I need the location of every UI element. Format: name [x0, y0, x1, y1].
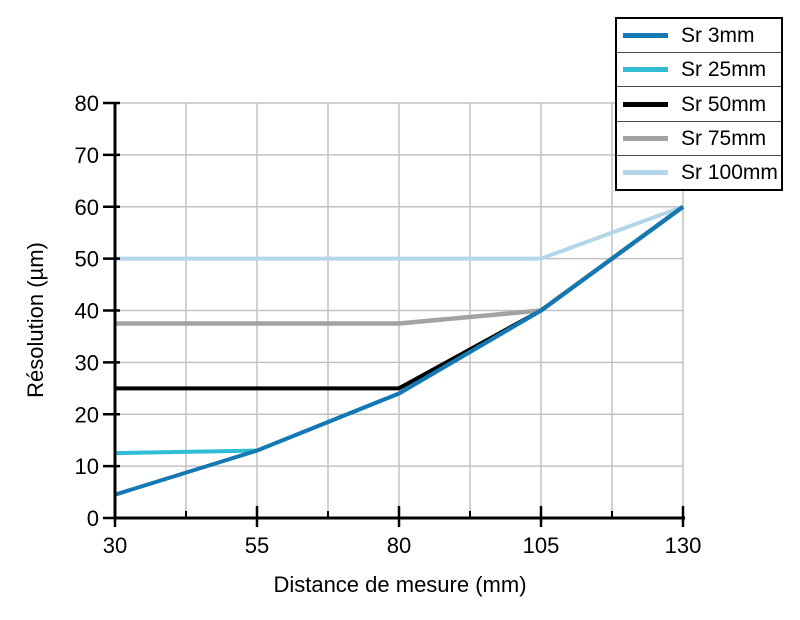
x-tick-label: 80 — [387, 533, 411, 558]
legend-item-sr-25mm: Sr 25mm — [617, 53, 781, 88]
legend-item-sr-100mm: Sr 100mm — [617, 156, 781, 189]
legend-label: Sr 100mm — [681, 160, 778, 184]
y-tick-label: 40 — [75, 299, 99, 324]
legend: Sr 3mm Sr 25mm Sr 50mm Sr 75mm Sr 100mm — [615, 17, 783, 191]
legend-label: Sr 75mm — [681, 126, 767, 150]
y-axis-title: Résolution (µm) — [23, 242, 48, 398]
y-tick-label: 50 — [75, 247, 99, 272]
y-tick-label: 20 — [75, 402, 99, 427]
legend-swatch-sr-3mm-icon — [623, 33, 668, 39]
legend-item-sr-3mm: Sr 3mm — [617, 19, 781, 54]
series-line-sr-3mm — [114, 205, 685, 497]
y-tick-label: 30 — [75, 350, 99, 375]
legend-swatch-sr-50mm-icon — [623, 101, 668, 107]
legend-label: Sr 25mm — [681, 58, 767, 82]
y-tick-label: 10 — [75, 454, 99, 479]
x-axis-title: Distance de mesure (mm) — [273, 572, 527, 597]
y-tick-label: 60 — [75, 195, 99, 220]
series-line-sr-100mm — [115, 204, 684, 261]
x-tick-label: 105 — [523, 533, 560, 558]
y-tick-label: 80 — [75, 91, 99, 116]
legend-item-sr-50mm: Sr 50mm — [617, 87, 781, 122]
legend-item-sr-75mm: Sr 75mm — [617, 122, 781, 156]
y-tick-label: 70 — [75, 143, 99, 168]
y-tick-label: 0 — [87, 506, 99, 531]
legend-label: Sr 3mm — [681, 24, 755, 48]
legend-swatch-sr-100mm-icon — [623, 169, 668, 175]
legend-swatch-sr-75mm-icon — [623, 135, 668, 141]
x-tick-label: 30 — [103, 533, 127, 558]
legend-swatch-sr-25mm-icon — [623, 67, 668, 73]
x-tick-label: 55 — [245, 533, 269, 558]
x-tick-label: 130 — [665, 533, 702, 558]
legend-label: Sr 50mm — [681, 92, 767, 116]
